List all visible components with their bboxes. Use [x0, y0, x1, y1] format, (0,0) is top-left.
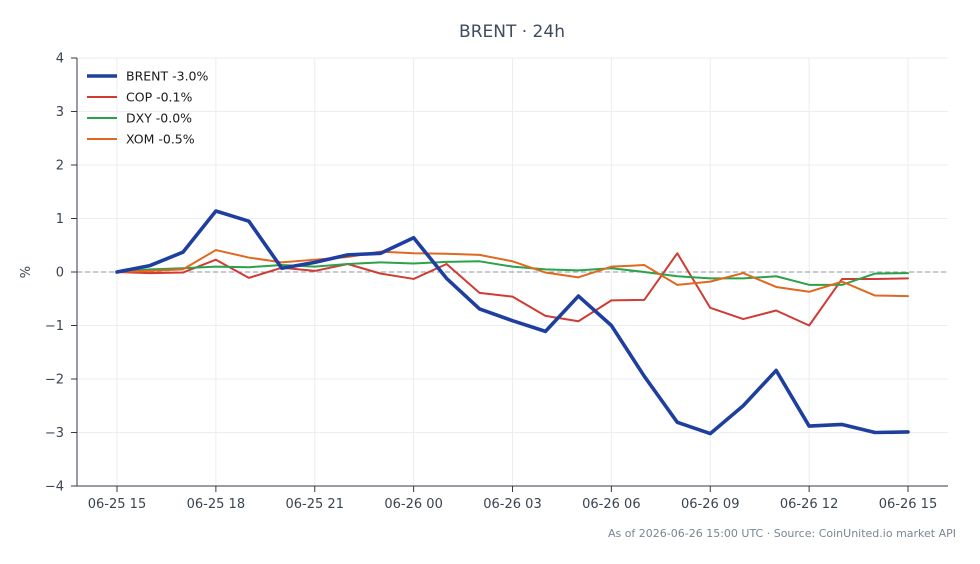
y-axis-label: %	[19, 266, 34, 278]
y-tick-label: 1	[56, 212, 64, 227]
series-lines	[115, 209, 910, 436]
x-tick-label: 06-26 03	[483, 497, 541, 512]
y-tick-label: 3	[56, 105, 64, 120]
legend-item-cop: COP -0.1%	[87, 90, 192, 105]
y-tick-label: −2	[45, 373, 64, 388]
legend-label: BRENT -3.0%	[126, 69, 209, 84]
series-line-dxy	[116, 260, 909, 286]
source-footnote: As of 2026-06-26 15:00 UTC · Source: Coi…	[608, 527, 956, 540]
x-tick-label: 06-26 12	[780, 497, 838, 512]
series-line-cop	[116, 252, 909, 327]
x-tick-label: 06-26 15	[879, 497, 937, 512]
legend-item-dxy: DXY -0.0%	[87, 111, 192, 126]
x-tick-label: 06-25 18	[187, 497, 245, 512]
legend-label: DXY -0.0%	[126, 111, 192, 126]
y-tick-label: 2	[56, 159, 64, 174]
y-tick-label: 0	[56, 266, 64, 281]
series-line-brent	[115, 209, 910, 436]
y-tick-label: 4	[56, 52, 64, 67]
legend-item-brent: BRENT -3.0%	[87, 69, 209, 84]
axes: −4 −3 −2 −1 0 1 2 3 4 06-25 15 06-25 18 06-25 21 06-…	[45, 52, 948, 512]
x-tick-label: 06-26 09	[681, 497, 739, 512]
legend-label: XOM -0.5%	[126, 132, 195, 147]
legend-item-xom: XOM -0.5%	[87, 132, 195, 147]
legend: BRENT -3.0% COP -0.1% DXY -0.0% XOM -0.5%	[87, 69, 209, 147]
x-tick-label: 06-25 21	[286, 497, 344, 512]
legend-label: COP -0.1%	[126, 90, 192, 105]
series-line-xom	[116, 249, 909, 298]
chart-title: BRENT · 24h	[459, 22, 565, 42]
x-tick-label: 06-25 15	[88, 497, 146, 512]
x-tick-label: 06-26 06	[582, 497, 640, 512]
x-tick-label: 06-26 00	[384, 497, 442, 512]
y-tick-label: −1	[45, 319, 64, 334]
y-tick-label: −3	[45, 426, 64, 441]
y-tick-label: −4	[45, 480, 64, 495]
